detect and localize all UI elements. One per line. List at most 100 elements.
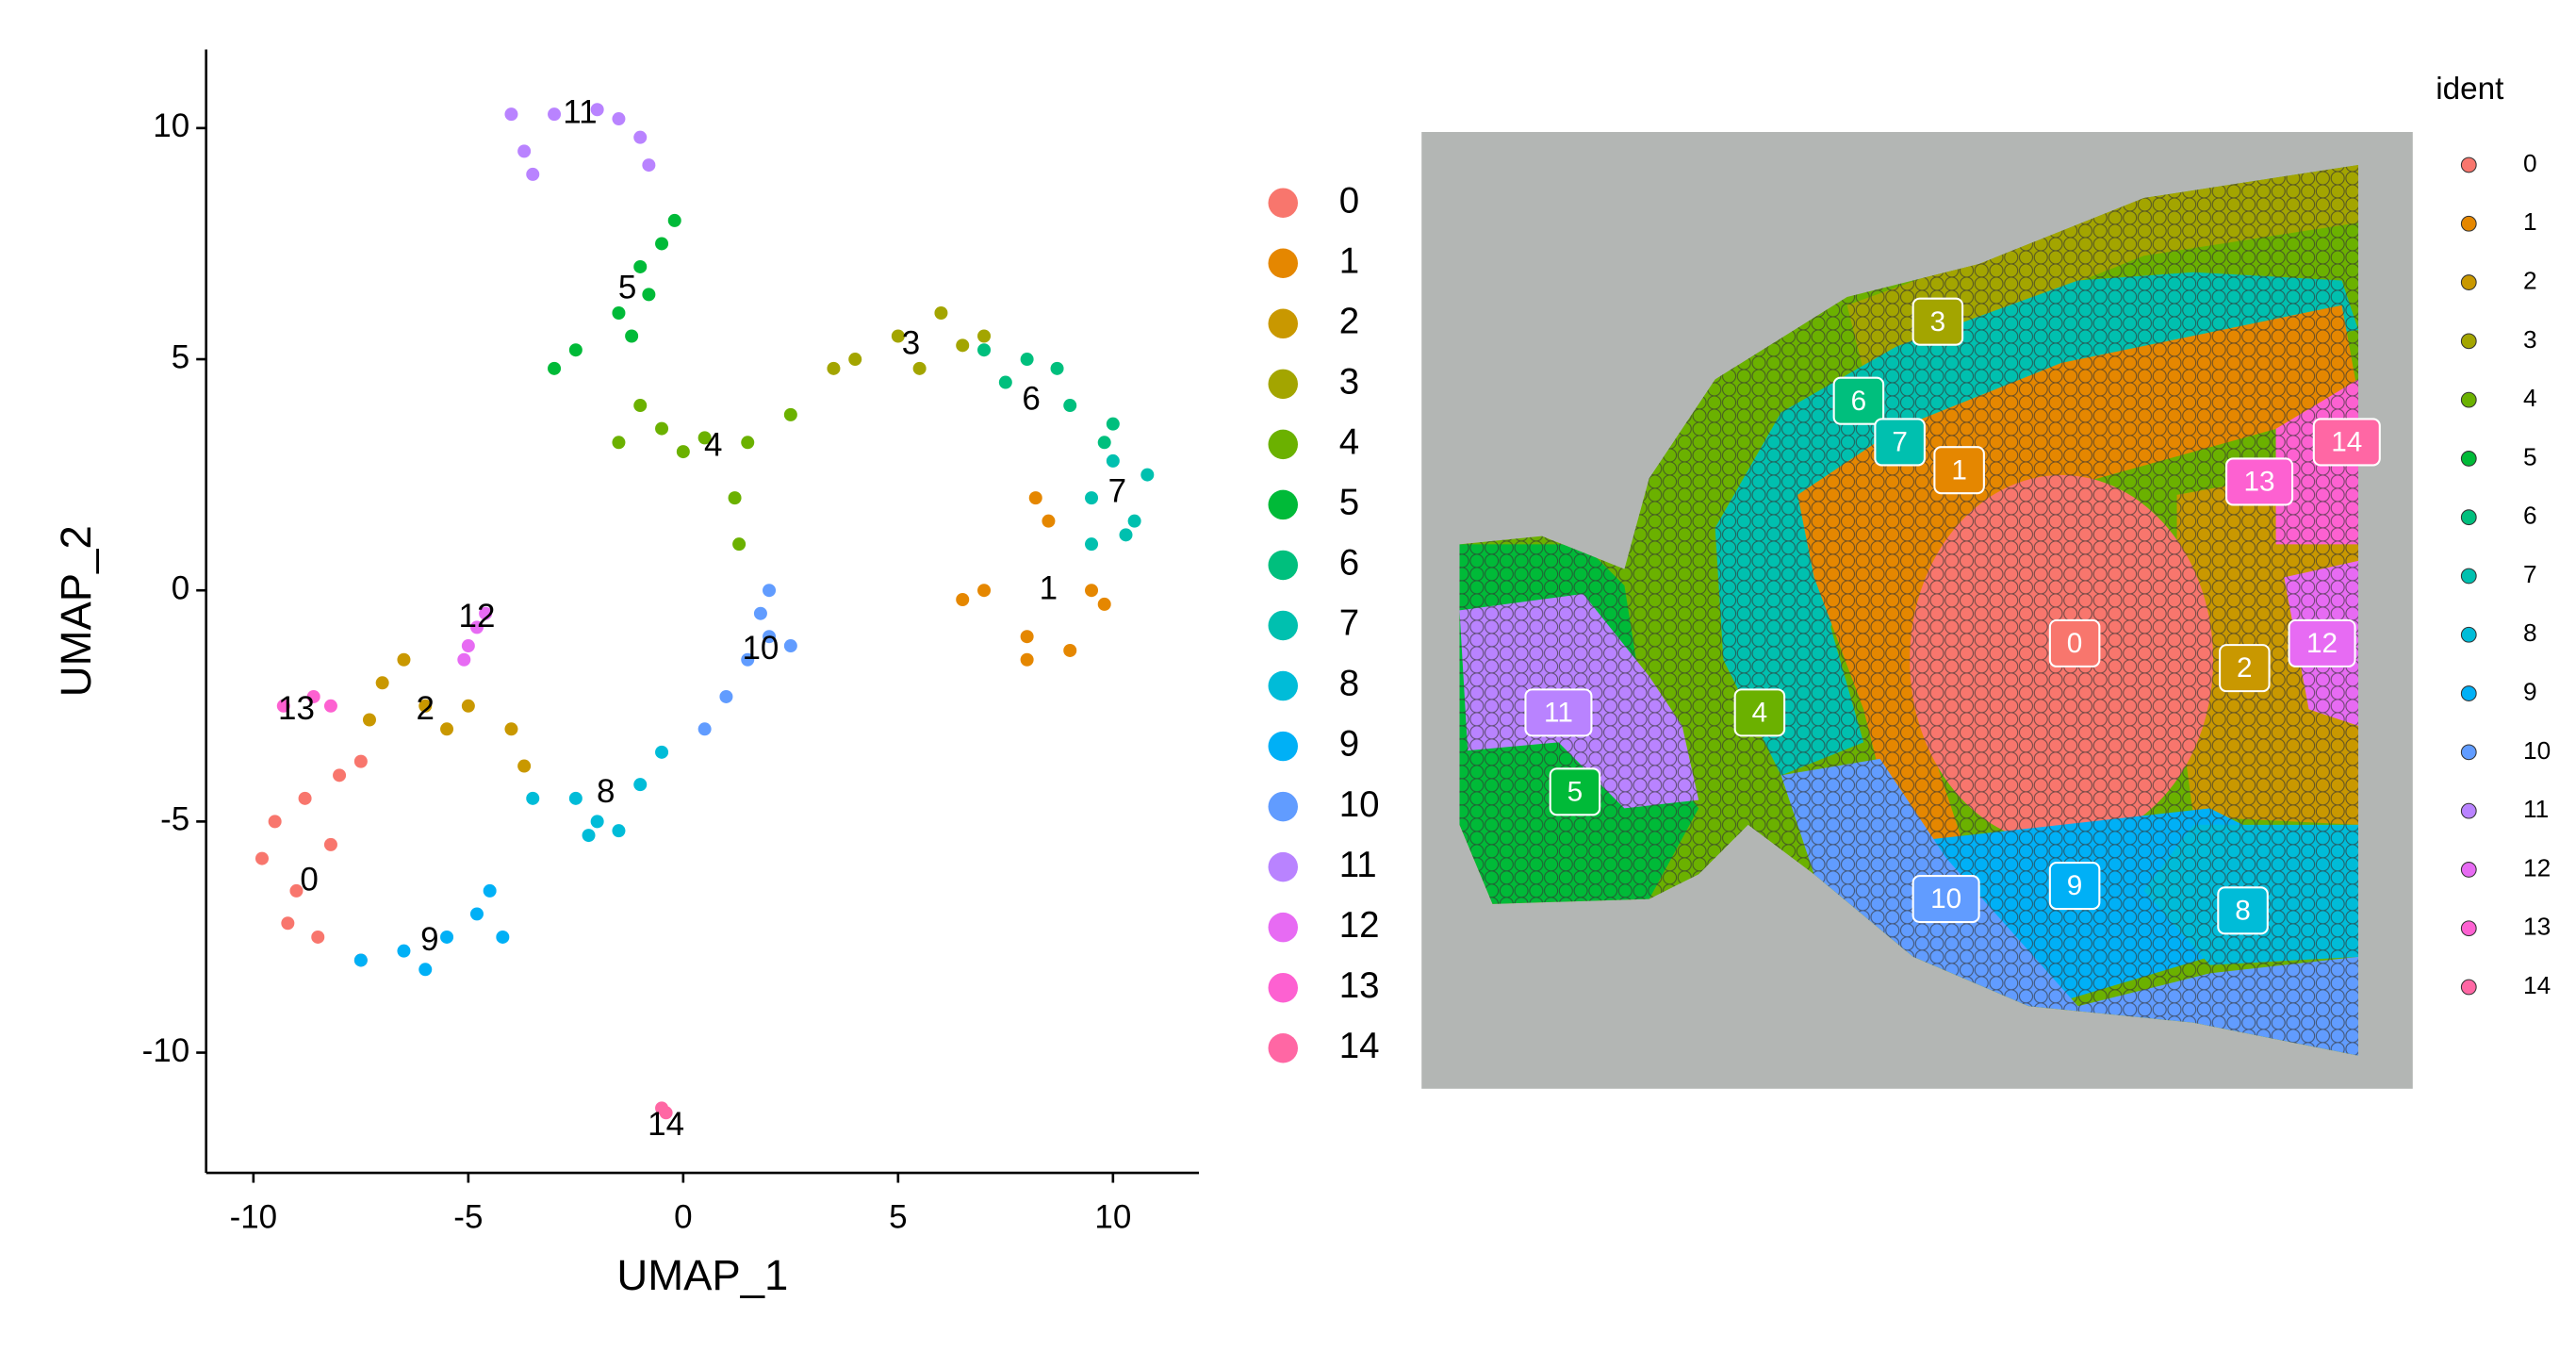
point [977, 329, 992, 343]
legend-label: 4 [1339, 422, 1359, 463]
y-tick-label: 10 [153, 107, 189, 144]
spatial-image [1421, 131, 2413, 1089]
spot-label-box [2048, 862, 2101, 911]
legend-label: 9 [1339, 724, 1359, 765]
spot-label-box [1911, 875, 1980, 924]
point [998, 375, 1012, 389]
legend-label: 2 [1339, 301, 1359, 341]
legend-swatch [1268, 489, 1298, 520]
point [676, 445, 690, 459]
spot-label-box [2225, 457, 2294, 506]
legend-label: 10 [1339, 784, 1380, 825]
y-axis-label: UMAP_2 [52, 525, 100, 697]
legend-swatch [1268, 308, 1298, 339]
point [659, 1106, 673, 1120]
point [891, 329, 905, 343]
spot-label: 3 [1930, 306, 1946, 338]
legend-swatch [2460, 509, 2477, 526]
legend-swatch [2460, 626, 2477, 643]
point [783, 407, 797, 421]
legend-swatch [2460, 568, 2477, 585]
legend-label: 7 [2523, 560, 2537, 588]
legend-swatch [1268, 610, 1298, 641]
spot-label: 13 [2244, 467, 2275, 498]
point [333, 768, 347, 783]
legend-swatch [2460, 979, 2477, 996]
spot-label: 14 [2331, 427, 2362, 458]
point [783, 639, 797, 653]
point [612, 112, 626, 126]
point [625, 329, 639, 343]
point [254, 851, 269, 865]
point [741, 652, 755, 667]
point [526, 791, 540, 805]
point [667, 213, 681, 227]
point [977, 343, 992, 357]
point [1085, 584, 1099, 598]
y-tick-label: 0 [172, 569, 189, 606]
point [375, 676, 389, 690]
x-axis-label: UMAP_1 [616, 1251, 788, 1299]
legend-label: 10 [2523, 736, 2551, 765]
point [612, 436, 626, 450]
point [483, 883, 497, 898]
legend-label: 1 [2523, 207, 2537, 236]
point [311, 930, 325, 944]
tissue [1459, 164, 2359, 1056]
point [461, 699, 475, 713]
spot-label-box [2288, 618, 2356, 667]
legend-label: 3 [1339, 362, 1359, 403]
legend-label: 0 [2523, 149, 2537, 177]
point [763, 630, 777, 644]
point [289, 883, 304, 898]
legend-label: 11 [2523, 795, 2549, 823]
legend-swatch [1268, 851, 1298, 882]
legend-label: 8 [2523, 618, 2537, 647]
cluster-label: 7 [1108, 472, 1126, 509]
point [1042, 514, 1056, 528]
point [697, 722, 712, 736]
point [517, 144, 532, 158]
legend-label: 0 [1339, 180, 1359, 221]
legend-label: 8 [1339, 664, 1359, 704]
spot-label-box [1733, 688, 1786, 737]
point [590, 103, 604, 117]
point [362, 713, 376, 727]
legend-swatch [1268, 429, 1298, 460]
point [353, 754, 368, 768]
legend-swatch [2460, 157, 2477, 173]
legend-label: 4 [2523, 384, 2537, 412]
point [1050, 361, 1064, 375]
legend-swatch [1268, 188, 1298, 218]
spot-label-box [1874, 418, 1926, 467]
point [440, 930, 454, 944]
point [268, 815, 282, 829]
point [1106, 417, 1120, 431]
point [353, 953, 368, 967]
point [633, 399, 648, 413]
point [612, 305, 626, 320]
x-tick-label: -10 [230, 1198, 278, 1235]
spot-label: 12 [2306, 628, 2338, 659]
spot-label: 7 [1892, 427, 1908, 458]
legend-label: 6 [2523, 502, 2537, 530]
spot-label-box [2312, 418, 2381, 467]
legend-label: 1 [1339, 240, 1359, 281]
point [977, 584, 992, 598]
spot-label-box [1933, 446, 1985, 495]
point [956, 593, 970, 607]
point [642, 158, 656, 173]
point [548, 107, 562, 122]
point [1127, 514, 1141, 528]
legend-label: 6 [1339, 543, 1359, 584]
spot-label-box [2048, 618, 2101, 667]
cluster-label: 0 [300, 861, 318, 898]
point [276, 699, 290, 713]
point [479, 606, 493, 620]
legend-swatch [2460, 333, 2477, 350]
point [827, 361, 841, 375]
point [298, 791, 312, 805]
legend-swatch [1268, 731, 1298, 762]
y-tick-label: -10 [142, 1032, 190, 1069]
